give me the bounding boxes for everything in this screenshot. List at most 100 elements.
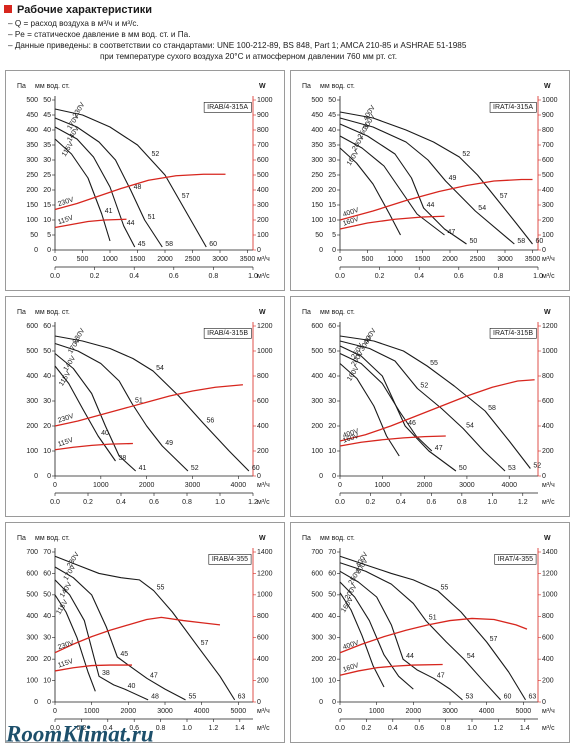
y-tick-label: 40 [328,613,336,620]
x-tick-label: 0 [338,708,342,715]
y-tick-label: 50 [43,97,51,104]
y-pa-tick-label: 500 [311,348,323,355]
y-tick-label: 15 [43,202,51,209]
y-tick-label: 45 [328,112,336,119]
x-tick-label: 0 [338,256,342,263]
sound-level-label: 41 [105,208,113,215]
y2-tick-label: 900 [542,112,554,119]
series-label: 140V [63,355,78,373]
y-pa-tick-label: 0 [34,699,38,706]
x-axis-unit: м³/ч [257,256,270,263]
sound-level-label: 55 [189,694,197,701]
y2-tick-label: 400 [257,656,269,663]
y-pa-tick-label: 100 [311,448,323,455]
y-pa-tick-label: 400 [26,127,38,134]
note: при температуре сухого воздуха 20°C и ат… [100,52,397,61]
y2-tick-label: 700 [542,142,554,149]
sound-level-label: 51 [148,214,156,221]
x2-tick-label: 0.4 [388,725,398,732]
y2-tick-label: 800 [542,613,554,620]
sound-level-label: 53 [465,694,473,701]
y-tick-label: 50 [328,592,336,599]
y-tick-label: 5 [332,232,336,239]
chart-title: IRAT/4-355 [498,556,533,563]
y2-tick-label: 600 [542,635,554,642]
y2-tick-label: 500 [542,172,554,179]
pressure-curve [54,579,149,701]
y2-tick-label: 1200 [542,570,558,577]
y-pa-tick-label: 500 [26,348,38,355]
x-tick-label: 1000 [369,708,385,715]
sound-level-label: 63 [238,694,246,701]
y2-tick-label: 600 [542,157,554,164]
x-tick-label: 4000 [194,708,210,715]
y-tick-label: 10 [328,217,336,224]
x2-axis-unit: м³/с [257,499,270,506]
y-pa-tick-label: 500 [311,592,323,599]
x-tick-label: 500 [77,256,89,263]
y-tick-label: 0 [332,247,336,254]
x2-tick-label: 0.4 [396,499,406,506]
sound-level-label: 57 [500,193,508,200]
sound-level-label: 51 [135,397,143,404]
x-tick-label: 3000 [497,256,513,263]
x2-tick-label: 1.2 [518,499,528,506]
x-tick-label: 0 [53,708,57,715]
x2-tick-label: 0.2 [83,499,93,506]
y-axis-unit: Па [17,83,26,90]
chart-title: IRAT/4-315B [493,330,533,337]
y2-tick-label: 1000 [542,592,558,599]
pressure-curve [339,570,463,701]
power-curve [54,218,127,229]
y-pa-tick-label: 50 [30,232,38,239]
x2-tick-label: 0.4 [414,273,424,280]
power-curve [54,664,132,672]
power-curve [339,617,528,654]
pressure-curve [339,363,400,457]
y-pa-tick-label: 300 [311,157,323,164]
pressure-curve [339,353,433,452]
x-tick-label: 2000 [417,482,433,489]
sound-level-label: 57 [182,193,190,200]
x2-tick-label: 1.0 [533,273,543,280]
pressure-curve [54,353,137,472]
x-tick-label: 5000 [516,708,532,715]
pressure-curve [339,340,506,472]
y2-tick-label: 300 [257,202,269,209]
sound-level-label: 52 [191,465,199,472]
pressure-curve [339,123,467,245]
x2-tick-label: 0.6 [169,273,179,280]
y-pa-tick-label: 600 [311,323,323,330]
pressure-curve [339,147,401,236]
y2-tick-label: 1000 [257,592,273,599]
y-pa-tick-label: 100 [26,448,38,455]
pressure-curve [339,592,385,688]
pressure-curve [339,562,502,701]
y-pa-tick-label: 300 [26,398,38,405]
y2-tick-label: 200 [542,677,554,684]
x2-tick-label: 0.0 [335,725,345,732]
panel-frame [290,522,570,743]
x2-tick-label: 0.0 [50,273,60,280]
series-label: 115V [55,599,69,616]
y-tick-label: 20 [43,656,51,663]
y2-tick-label: 100 [542,232,554,239]
y-tick-label: 20 [328,656,336,663]
chart-title: IRAB/4-315B [207,330,248,337]
pressure-curve [339,345,457,472]
y-pa-tick-label: 250 [311,172,323,179]
y-tick-label: 60 [328,570,336,577]
x2-tick-label: 0.6 [427,499,437,506]
y2-tick-label: 1200 [257,570,273,577]
x2-tick-label: 0.6 [149,499,159,506]
y-pa-tick-label: 150 [311,202,323,209]
y-pa-tick-label: 400 [311,373,323,380]
y-tick-label: 70 [43,549,51,556]
x2-tick-label: 1.0 [487,499,497,506]
series-label: 115V [61,141,75,158]
watermark: RoomKlimat.ru [5,721,154,746]
power-curve [339,178,533,221]
x2-tick-label: 0.2 [366,499,376,506]
x-tick-label: 2500 [185,256,201,263]
